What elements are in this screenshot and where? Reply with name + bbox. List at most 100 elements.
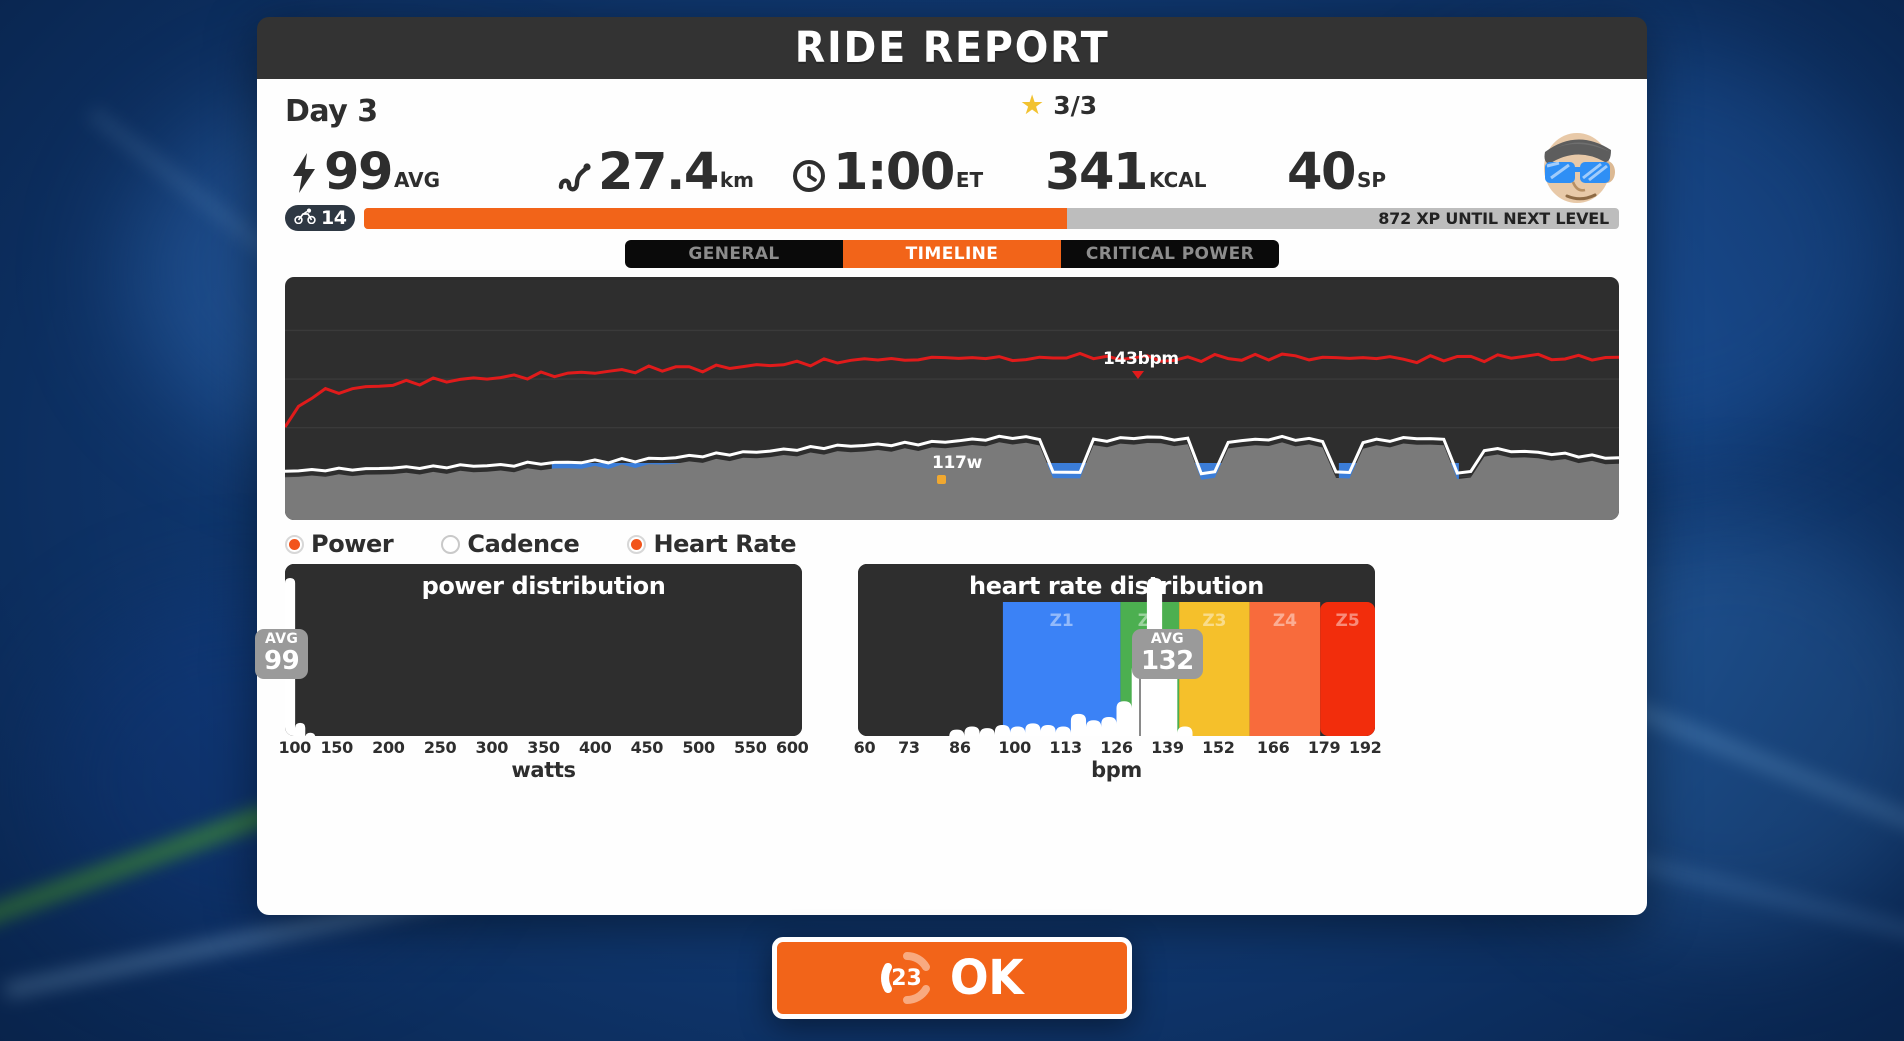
tab-critical-power[interactable]: CRITICAL POWER xyxy=(1085,244,1255,264)
xp-remaining-label: 872 XP UNTIL NEXT LEVEL xyxy=(1378,208,1609,228)
tab-timeline[interactable]: TIMELINE xyxy=(843,240,1061,268)
axis-tick: 73 xyxy=(898,738,920,757)
timeline-power-label: 117w xyxy=(932,453,982,473)
heart-rate-zone-labels: Z1Z2Z3Z4Z5 xyxy=(1050,611,1360,631)
countdown-value: 23 xyxy=(891,965,922,991)
radio-heart-rate[interactable]: Heart Rate xyxy=(627,530,796,558)
distribution-panels: power distribution AVG 99 100 150 200 250 30… xyxy=(255,564,1619,782)
power-distribution-panel: power distribution AVG 99 100 150 200 250 30… xyxy=(255,564,809,782)
stat-value: 99 xyxy=(324,142,393,202)
stat-sprint-points: 40 SP xyxy=(1287,142,1387,202)
xp-row: 14 872 XP UNTIL NEXT LEVEL xyxy=(285,205,1619,231)
axis-tick: 179 xyxy=(1307,738,1341,757)
power-axis-ticks: 100 150 200 250 300 350 400 450 500 550 600 xyxy=(279,738,809,758)
timeline-chart[interactable]: 143bpm 117w xyxy=(285,277,1619,520)
xp-progress-bar: 872 XP UNTIL NEXT LEVEL xyxy=(364,207,1619,229)
stat-value: 27.4 xyxy=(598,142,719,202)
zone-label: Z3 xyxy=(1202,611,1226,631)
heart-rate-distribution-panel: Z1Z2Z3Z4Z5 heart rate distribution AVG 1… xyxy=(854,564,1382,782)
radio-power[interactable]: Power xyxy=(285,530,394,558)
zone-label: Z5 xyxy=(1336,611,1360,631)
avg-value: 99 xyxy=(264,646,300,676)
timeline-base-area xyxy=(285,442,1619,520)
avg-label: AVG xyxy=(265,631,299,647)
cyclist-icon xyxy=(294,208,316,228)
zone-label: Z1 xyxy=(1050,611,1074,631)
axis-tick: 86 xyxy=(948,738,971,757)
axis-tick: 350 xyxy=(527,738,560,757)
stat-avg-power: 99 AVG xyxy=(291,142,440,202)
avg-label: AVG xyxy=(1150,631,1184,647)
axis-tick: 139 xyxy=(1151,738,1184,757)
axis-tick: 100 xyxy=(278,738,312,757)
xp-progress-fill xyxy=(364,207,1067,229)
axis-tick: 60 xyxy=(853,738,876,757)
stat-value: 1:00 xyxy=(833,142,955,202)
clock-icon xyxy=(792,157,826,193)
stat-value: 341 xyxy=(1045,142,1148,202)
tab-bar[interactable]: GENERAL TIMELINE CRITICAL POWER xyxy=(625,240,1279,268)
power-axis-label: watts xyxy=(511,758,576,782)
heart-rate-avg-badge: AVG 132 xyxy=(1132,629,1203,679)
stat-distance: 27.4 km xyxy=(557,142,754,202)
axis-tick: 100 xyxy=(998,738,1031,757)
lightning-bolt-icon xyxy=(291,153,317,193)
day-label: Day 3 xyxy=(285,93,378,129)
timeline-power-line xyxy=(285,434,1619,476)
avg-value: 132 xyxy=(1141,646,1194,676)
axis-tick: 400 xyxy=(578,738,612,757)
axis-tick: 192 xyxy=(1349,738,1382,757)
timeline-hr-marker xyxy=(1132,371,1144,379)
axis-tick: 250 xyxy=(423,738,457,757)
ok-button[interactable]: 23 OK xyxy=(772,937,1132,1019)
axis-tick: 152 xyxy=(1202,738,1235,757)
stat-calories: 341 KCAL xyxy=(1045,142,1207,202)
page-title: RIDE REPORT xyxy=(794,23,1110,73)
axis-tick: 150 xyxy=(320,738,353,757)
heart-rate-distribution-plot: Z1Z2Z3Z4Z5 xyxy=(858,564,1375,736)
radio-dot-icon xyxy=(285,534,304,554)
tab-general[interactable]: GENERAL xyxy=(688,244,780,264)
stat-unit: SP xyxy=(1356,168,1387,192)
axis-tick: 126 xyxy=(1100,738,1133,757)
card-title-bar: RIDE REPORT xyxy=(257,17,1647,79)
timeline-heart-rate-line xyxy=(285,351,1619,428)
stats-row: 99 AVG 27.4 km xyxy=(285,133,1619,203)
power-avg-badge: AVG 99 xyxy=(255,629,309,679)
power-distribution-title: power distribution xyxy=(421,572,666,600)
radio-dot-icon xyxy=(627,534,647,554)
timeline-power-marker xyxy=(937,475,946,484)
radio-label: Power xyxy=(311,530,394,558)
route-icon xyxy=(557,161,591,193)
level-value: 14 xyxy=(321,207,347,229)
axis-tick: 300 xyxy=(475,738,509,757)
stat-unit: KCAL xyxy=(1148,168,1207,192)
radio-label: Heart Rate xyxy=(653,530,797,558)
ride-report-card: RIDE REPORT Day 3 ★ 3/3 99 AVG xyxy=(255,17,1647,915)
axis-tick: 600 xyxy=(776,738,809,757)
countdown-timer-icon: 23 xyxy=(880,951,934,1005)
axis-tick: 200 xyxy=(372,738,405,757)
timeline-hr-label: 143bpm xyxy=(1103,349,1179,369)
power-distribution-plot-area[interactable]: power distribution AVG 99 xyxy=(255,564,802,736)
power-distribution-plot xyxy=(285,564,802,736)
stat-unit: km xyxy=(719,168,754,192)
radio-cadence[interactable]: Cadence xyxy=(441,530,580,558)
stars-value: 3/3 xyxy=(1053,91,1098,120)
stat-unit: AVG xyxy=(393,168,440,192)
series-toggle-group[interactable]: Power Cadence Heart Rate xyxy=(285,524,1619,564)
stars-indicator: ★ 3/3 xyxy=(1020,91,1097,120)
axis-tick: 450 xyxy=(630,738,664,757)
heart-rate-distribution-title: heart rate distribution xyxy=(969,572,1264,600)
radio-dot-icon xyxy=(441,534,461,554)
avatar-icon xyxy=(1533,122,1625,206)
radio-label: Cadence xyxy=(467,530,580,558)
heart-rate-distribution-plot-area[interactable]: Z1Z2Z3Z4Z5 heart rate distribution AVG 1… xyxy=(858,564,1375,736)
heart-rate-axis-ticks: 60 73 86 100 113 126 139 152 166 179 192 xyxy=(854,738,1382,758)
axis-tick: 166 xyxy=(1256,738,1290,757)
star-icon: ★ xyxy=(1020,90,1045,121)
stat-value: 40 xyxy=(1287,142,1356,202)
stat-elapsed-time: 1:00 ET xyxy=(792,142,984,202)
stat-unit: ET xyxy=(955,168,984,192)
level-badge: 14 xyxy=(285,205,356,231)
